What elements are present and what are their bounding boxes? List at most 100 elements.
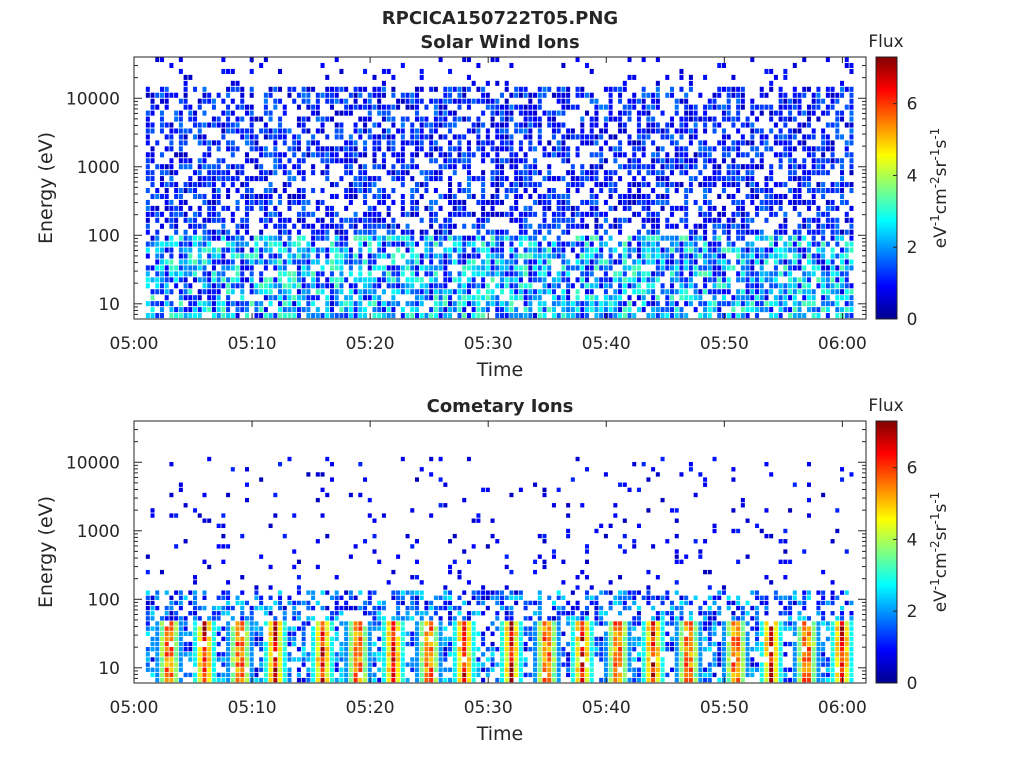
spectrogram-cell bbox=[263, 211, 268, 217]
spectrogram-cell bbox=[325, 590, 330, 595]
spectrogram-cell bbox=[372, 283, 377, 289]
spectrogram-cell bbox=[599, 134, 604, 140]
spectrogram-cell bbox=[764, 253, 769, 259]
spectrogram-cell bbox=[651, 229, 656, 235]
spectrogram-cell bbox=[424, 170, 429, 176]
spectrogram-cell bbox=[193, 636, 198, 642]
spectrogram-cell bbox=[315, 662, 320, 667]
spectrogram-cell bbox=[726, 223, 731, 229]
spectrogram-cell bbox=[740, 152, 745, 158]
spectrogram-cell bbox=[429, 205, 434, 211]
spectrogram-cell bbox=[263, 277, 268, 283]
spectrogram-cell bbox=[457, 152, 462, 158]
spectrogram-cell bbox=[197, 235, 202, 241]
spectrogram-cell bbox=[537, 86, 542, 92]
spectrogram-cell bbox=[802, 265, 807, 271]
spectrogram-cell bbox=[193, 580, 198, 585]
spectrogram-cell bbox=[301, 647, 306, 652]
spectrogram-cell bbox=[150, 595, 155, 600]
spectrogram-cell bbox=[263, 122, 268, 128]
spectrogram-cell bbox=[254, 247, 259, 253]
spectrogram-cell bbox=[287, 146, 292, 152]
spectrogram-cell bbox=[329, 116, 334, 122]
spectrogram-cell bbox=[221, 98, 226, 104]
spectrogram-cell bbox=[792, 247, 797, 253]
spectrogram-cell bbox=[566, 295, 571, 301]
spectrogram-cell bbox=[391, 631, 396, 636]
spectrogram-cell bbox=[193, 508, 198, 513]
spectrogram-cell bbox=[249, 616, 254, 621]
spectrogram-cell bbox=[773, 199, 778, 205]
spectrogram-cell bbox=[736, 223, 741, 229]
spectrogram-cell bbox=[844, 152, 849, 158]
spectrogram-cell bbox=[825, 122, 830, 128]
spectrogram-cell bbox=[670, 283, 675, 289]
spectrogram-cell bbox=[632, 92, 637, 98]
spectrogram-cell bbox=[363, 140, 368, 146]
spectrogram-cell bbox=[240, 247, 245, 253]
spectrogram-cell bbox=[636, 146, 641, 152]
spectrogram-cell bbox=[391, 641, 396, 647]
spectrogram-cell bbox=[221, 170, 226, 176]
spectrogram-cell bbox=[670, 253, 675, 259]
spectrogram-cell bbox=[320, 122, 325, 128]
spectrogram-cell bbox=[589, 289, 594, 295]
spectrogram-cell bbox=[518, 128, 523, 134]
y-axis-label: Energy (eV) bbox=[35, 132, 57, 244]
spectrogram-cell bbox=[778, 259, 783, 265]
spectrogram-cell bbox=[580, 307, 585, 313]
spectrogram-cell bbox=[211, 662, 216, 667]
spectrogram-cell bbox=[745, 277, 750, 283]
spectrogram-cell bbox=[655, 247, 660, 253]
spectrogram-cell bbox=[731, 170, 736, 176]
spectrogram-cell bbox=[315, 235, 320, 241]
spectrogram-cell bbox=[193, 652, 198, 657]
spectrogram-cell bbox=[226, 662, 231, 667]
spectrogram-cell bbox=[363, 647, 368, 652]
spectrogram-cell bbox=[665, 128, 670, 134]
spectrogram-cell bbox=[301, 223, 306, 229]
spectrogram-cell bbox=[159, 241, 164, 247]
spectrogram-cell bbox=[840, 259, 845, 265]
spectrogram-cell bbox=[358, 301, 363, 307]
spectrogram-cell bbox=[788, 289, 793, 295]
spectrogram-cell bbox=[207, 283, 212, 289]
spectrogram-cell bbox=[282, 140, 287, 146]
spectrogram-cell bbox=[438, 170, 443, 176]
spectrogram-cell bbox=[244, 641, 249, 647]
spectrogram-cell bbox=[429, 86, 434, 92]
spectrogram-cell bbox=[372, 152, 377, 158]
spectrogram-cell bbox=[278, 595, 283, 600]
spectrogram-cell bbox=[438, 253, 443, 259]
spectrogram-cell bbox=[183, 277, 188, 283]
spectrogram-cell bbox=[594, 182, 599, 188]
spectrogram-cell bbox=[646, 205, 651, 211]
spectrogram-cell bbox=[178, 482, 183, 487]
spectrogram-cell bbox=[381, 667, 386, 672]
spectrogram-cell bbox=[603, 229, 608, 235]
spectrogram-cell bbox=[674, 289, 679, 295]
spectrogram-cell bbox=[367, 211, 372, 217]
spectrogram-cell bbox=[325, 211, 330, 217]
spectrogram-cell bbox=[740, 98, 745, 104]
spectrogram-cell bbox=[344, 235, 349, 241]
spectrogram-cell bbox=[500, 265, 505, 271]
spectrogram-cell bbox=[500, 199, 505, 205]
spectrogram-cell bbox=[429, 265, 434, 271]
spectrogram-cell bbox=[311, 283, 316, 289]
spectrogram-cell bbox=[703, 211, 708, 217]
spectrogram-cell bbox=[193, 211, 198, 217]
spectrogram-cell bbox=[783, 217, 788, 223]
spectrogram-cell bbox=[788, 158, 793, 164]
spectrogram-cell bbox=[641, 182, 646, 188]
spectrogram-cell bbox=[599, 253, 604, 259]
spectrogram-cell bbox=[268, 110, 273, 116]
spectrogram-cell bbox=[207, 92, 212, 98]
spectrogram-cell bbox=[353, 98, 358, 104]
spectrogram-cell bbox=[433, 86, 438, 92]
spectrogram-cell bbox=[164, 193, 169, 200]
spectrogram-cell bbox=[849, 265, 854, 271]
spectrogram-cell bbox=[731, 313, 736, 319]
spectrogram-cell bbox=[282, 223, 287, 229]
spectrogram-cell bbox=[452, 277, 457, 283]
